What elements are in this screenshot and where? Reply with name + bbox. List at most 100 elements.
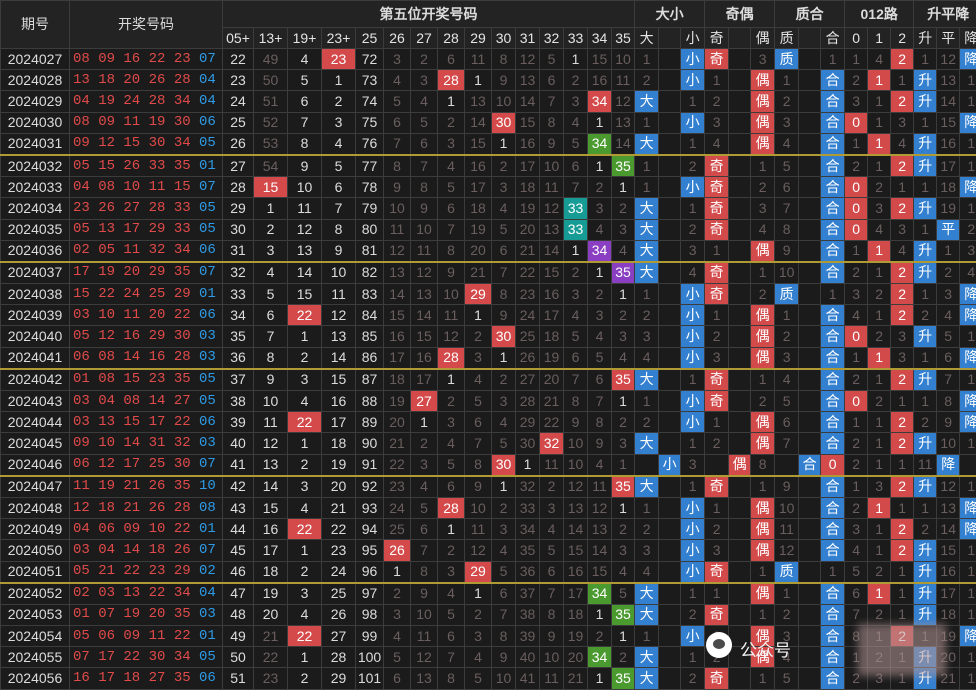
fifth-pos-cell: 6 <box>384 112 411 133</box>
fifth-pos-cell: 4 <box>322 133 356 155</box>
parity-cell: 奇 <box>705 219 729 240</box>
fifth-pos-cell: 15 <box>288 284 322 305</box>
parity-cell <box>729 284 751 305</box>
route-cell: 3 <box>891 347 914 369</box>
prime-cell: 合 <box>821 347 845 369</box>
size-cell <box>659 433 681 454</box>
fifth-pos-cell: 3 <box>288 583 322 605</box>
fifth-pos-cell: 12 <box>411 647 438 668</box>
fifth-pos-cell: 19 <box>516 198 540 219</box>
trend-cell: 16 <box>937 133 960 155</box>
route-cell: 3 <box>891 326 914 347</box>
issue-cell: 2024041 <box>1 347 70 369</box>
fifth-pos-cell: 27 <box>223 155 254 177</box>
red-balls: 09 12 15 30 34 <box>73 135 191 151</box>
subheader-cell: 0 <box>845 28 868 49</box>
blue-balls: 03 09 <box>191 606 223 622</box>
fifth-pos-cell: 35 <box>612 604 635 625</box>
fifth-pos-cell: 7 <box>588 391 612 412</box>
blue-balls: 03 08 <box>191 435 223 451</box>
fifth-pos-cell: 73 <box>356 70 384 91</box>
fifth-pos-cell: 17 <box>254 540 288 561</box>
issue-cell: 2024027 <box>1 49 70 70</box>
fifth-pos-cell: 9 <box>492 647 516 668</box>
draw-numbers-cell: 05 12 16 29 30 03 06 <box>70 326 223 347</box>
fifth-pos-cell: 29 <box>465 284 492 305</box>
prime-cell: 合 <box>821 198 845 219</box>
prime-cell: 合 <box>821 326 845 347</box>
fifth-pos-cell: 11 <box>411 626 438 647</box>
size-cell: 1 <box>635 49 659 70</box>
size-cell <box>659 326 681 347</box>
trend-cell: 12 <box>937 49 960 70</box>
prime-cell: 合 <box>821 240 845 262</box>
fifth-pos-cell: 16 <box>540 284 564 305</box>
red-balls: 03 13 15 17 22 <box>73 414 191 430</box>
fifth-pos-cell: 8 <box>438 240 465 262</box>
fifth-pos-cell: 1 <box>612 284 635 305</box>
blue-balls: 06 10 <box>191 242 223 258</box>
parity-cell: 奇 <box>705 262 729 284</box>
fifth-pos-cell: 37 <box>516 583 540 605</box>
fifth-pos-cell: 2 <box>612 305 635 326</box>
fifth-pos-cell: 8 <box>288 133 322 155</box>
fifth-pos-cell: 12 <box>540 198 564 219</box>
size-cell: 2 <box>635 519 659 540</box>
route-cell: 1 <box>845 412 868 433</box>
fifth-pos-cell: 26 <box>384 540 411 561</box>
parity-cell: 4 <box>751 219 775 240</box>
subheader-cell: 质 <box>775 28 799 49</box>
route-cell: 1 <box>891 177 914 198</box>
draw-numbers-cell: 04 08 10 11 15 07 09 <box>70 177 223 198</box>
size-cell <box>659 476 681 498</box>
route-cell: 0 <box>845 326 868 347</box>
fifth-pos-cell: 6 <box>438 626 465 647</box>
fifth-pos-cell: 17 <box>564 583 588 605</box>
draw-numbers-cell: 09 12 15 30 34 05 06 <box>70 133 223 155</box>
fifth-pos-cell: 26 <box>322 604 356 625</box>
fifth-pos-cell: 2 <box>588 177 612 198</box>
issue-cell: 2024046 <box>1 454 70 476</box>
fifth-pos-cell: 1 <box>465 70 492 91</box>
route-cell: 2 <box>845 70 868 91</box>
trend-cell: 1 <box>960 583 976 605</box>
fifth-pos-cell: 96 <box>356 561 384 583</box>
blue-balls: 08 09 <box>191 500 223 516</box>
fifth-pos-cell: 1 <box>288 540 322 561</box>
size-cell <box>659 198 681 219</box>
prime-cell: 2 <box>775 604 799 625</box>
size-cell <box>659 240 681 262</box>
prime-cell <box>775 454 799 476</box>
size-cell: 2 <box>635 70 659 91</box>
prime-cell <box>799 133 821 155</box>
trend-cell: 降 <box>960 112 976 133</box>
fifth-pos-cell: 38 <box>223 391 254 412</box>
fifth-pos-cell: 53 <box>254 133 288 155</box>
size-cell: 1 <box>681 369 705 391</box>
fifth-pos-cell: 3 <box>465 626 492 647</box>
trend-cell: 升 <box>914 369 937 391</box>
parity-cell: 1 <box>751 561 775 583</box>
size-cell: 大 <box>635 198 659 219</box>
fifth-pos-cell: 4 <box>492 198 516 219</box>
fifth-pos-cell: 49 <box>254 49 288 70</box>
fifth-pos-cell: 72 <box>356 49 384 70</box>
issue-cell: 2024042 <box>1 369 70 391</box>
prime-cell <box>799 604 821 625</box>
prime-cell: 7 <box>775 198 799 219</box>
prime-cell: 4 <box>775 133 799 155</box>
parity-cell: 偶 <box>751 412 775 433</box>
size-cell <box>659 412 681 433</box>
fifth-pos-cell: 33 <box>516 497 540 518</box>
size-cell: 4 <box>635 347 659 369</box>
fifth-pos-cell: 19 <box>322 454 356 476</box>
fifth-pos-cell: 3 <box>588 198 612 219</box>
size-cell: 大 <box>635 219 659 240</box>
fifth-pos-cell: 9 <box>540 626 564 647</box>
parity-cell: 1 <box>751 476 775 498</box>
